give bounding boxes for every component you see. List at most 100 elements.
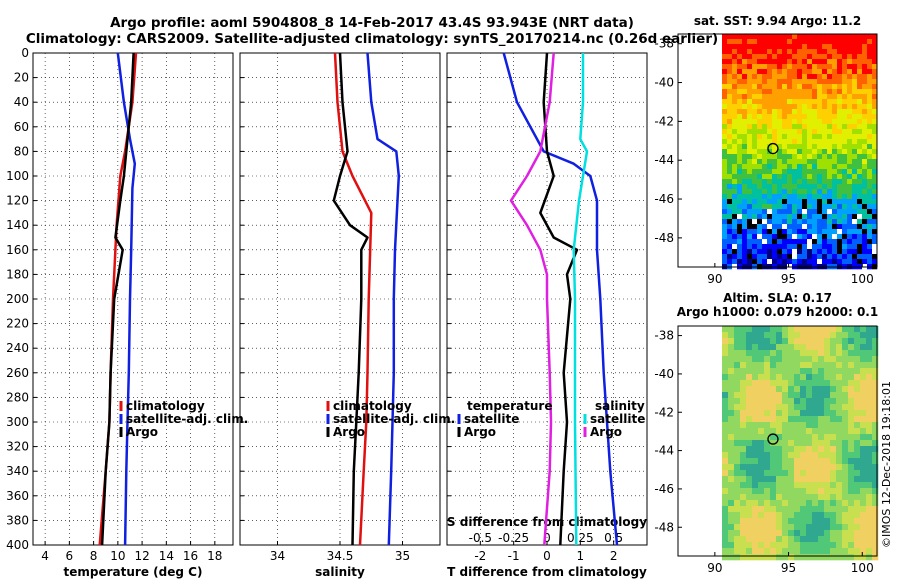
heatmap-cell bbox=[872, 332, 879, 339]
heatmap-cell bbox=[772, 149, 778, 155]
heatmap-cell bbox=[737, 49, 743, 55]
heatmap-cell bbox=[802, 64, 808, 70]
heatmap-cell bbox=[860, 476, 867, 483]
heatmap-cell bbox=[848, 458, 855, 465]
heatmap-cell bbox=[857, 209, 863, 215]
heatmap-cell bbox=[772, 89, 778, 95]
heatmap-cell bbox=[728, 422, 735, 429]
heatmap-cell bbox=[788, 338, 795, 345]
heatmap-cell bbox=[806, 518, 813, 525]
heatmap-cell bbox=[777, 159, 783, 165]
heatmap-cell bbox=[807, 179, 813, 185]
heatmap-cell bbox=[747, 64, 753, 70]
heatmap-cell bbox=[822, 159, 828, 165]
heatmap-cell bbox=[758, 422, 765, 429]
heatmap-cell bbox=[812, 386, 819, 393]
heatmap-cell bbox=[794, 380, 801, 387]
heatmap-cell bbox=[807, 154, 813, 160]
heatmap-cell bbox=[842, 452, 849, 459]
heatmap-cell bbox=[770, 410, 777, 417]
heatmap-cell bbox=[847, 59, 853, 65]
heatmap-cell bbox=[812, 39, 818, 45]
heatmap-cell bbox=[862, 144, 868, 150]
heatmap-cell bbox=[722, 446, 729, 453]
heatmap-cell bbox=[794, 482, 801, 489]
heatmap-cell bbox=[752, 189, 758, 195]
heatmap-cell bbox=[827, 119, 833, 125]
heatmap-cell bbox=[837, 219, 843, 225]
heatmap-cell bbox=[872, 64, 878, 70]
heatmap-cell bbox=[757, 139, 763, 145]
heatmap-cell bbox=[767, 79, 773, 85]
heatmap-cell bbox=[722, 482, 729, 489]
heatmap-cell bbox=[746, 410, 753, 417]
heatmap-cell bbox=[777, 149, 783, 155]
heatmap-cell bbox=[857, 59, 863, 65]
heatmap-cell bbox=[792, 239, 798, 245]
heatmap-cell bbox=[734, 464, 741, 471]
heatmap-cell bbox=[758, 530, 765, 537]
heatmap-cell bbox=[757, 69, 763, 75]
heatmap-cell bbox=[854, 500, 861, 507]
heatmap-cell bbox=[722, 464, 729, 471]
heatmap-cell bbox=[737, 54, 743, 60]
heatmap-cell bbox=[830, 500, 837, 507]
heatmap-cell bbox=[847, 164, 853, 170]
heatmap-cell bbox=[757, 59, 763, 65]
heatmap-cell bbox=[787, 64, 793, 70]
heatmap-cell bbox=[732, 74, 738, 80]
heatmap-cell bbox=[762, 219, 768, 225]
heatmap-cell bbox=[722, 209, 728, 215]
heatmap-cell bbox=[787, 194, 793, 200]
heatmap-cell bbox=[860, 542, 867, 549]
heatmap-cell bbox=[727, 144, 733, 150]
heatmap-cell bbox=[792, 74, 798, 80]
heatmap-cell bbox=[732, 184, 738, 190]
heatmap-cell bbox=[794, 344, 801, 351]
heatmap-cell bbox=[742, 79, 748, 85]
heatmap-cell bbox=[732, 164, 738, 170]
heatmap-cell bbox=[802, 159, 808, 165]
heatmap-cell bbox=[757, 249, 763, 255]
heatmap-cell bbox=[860, 494, 867, 501]
heatmap-cell bbox=[847, 129, 853, 135]
heatmap-cell bbox=[797, 214, 803, 220]
heatmap-cell bbox=[836, 494, 843, 501]
heatmap-cell bbox=[740, 416, 747, 423]
heatmap-cell bbox=[822, 44, 828, 50]
heatmap-cell bbox=[862, 109, 868, 115]
heatmap-cell bbox=[806, 350, 813, 357]
heatmap-cell bbox=[862, 204, 868, 210]
heatmap-cell bbox=[792, 204, 798, 210]
heatmap-cell bbox=[837, 199, 843, 205]
heatmap-cell bbox=[787, 79, 793, 85]
heatmap-cell bbox=[848, 326, 855, 333]
heatmap-cell bbox=[782, 109, 788, 115]
heatmap-cell bbox=[722, 476, 729, 483]
heatmap-cell bbox=[787, 179, 793, 185]
heatmap-cell bbox=[812, 59, 818, 65]
heatmap-cell bbox=[854, 374, 861, 381]
heatmap-cell bbox=[752, 500, 759, 507]
heatmap-cell bbox=[842, 154, 848, 160]
heatmap-cell bbox=[767, 189, 773, 195]
heatmap-cell bbox=[867, 249, 873, 255]
heatmap-cell bbox=[857, 99, 863, 105]
heatmap-cell bbox=[794, 368, 801, 375]
heatmap-cell bbox=[817, 134, 823, 140]
heatmap-cell bbox=[770, 482, 777, 489]
top-tick-label: 0.5 bbox=[604, 531, 623, 545]
heatmap-cell bbox=[857, 134, 863, 140]
heatmap-cell bbox=[797, 249, 803, 255]
heatmap-cell bbox=[822, 254, 828, 260]
heatmap-cell bbox=[822, 174, 828, 180]
heatmap-cell bbox=[852, 94, 858, 100]
heatmap-cell bbox=[817, 164, 823, 170]
heatmap-cell bbox=[742, 114, 748, 120]
heatmap-cell bbox=[747, 194, 753, 200]
heatmap-cell bbox=[857, 244, 863, 250]
heatmap-cell bbox=[797, 84, 803, 90]
heatmap-cell bbox=[727, 79, 733, 85]
heatmap-cell bbox=[746, 536, 753, 543]
